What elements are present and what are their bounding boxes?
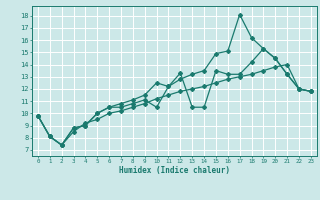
- X-axis label: Humidex (Indice chaleur): Humidex (Indice chaleur): [119, 166, 230, 175]
